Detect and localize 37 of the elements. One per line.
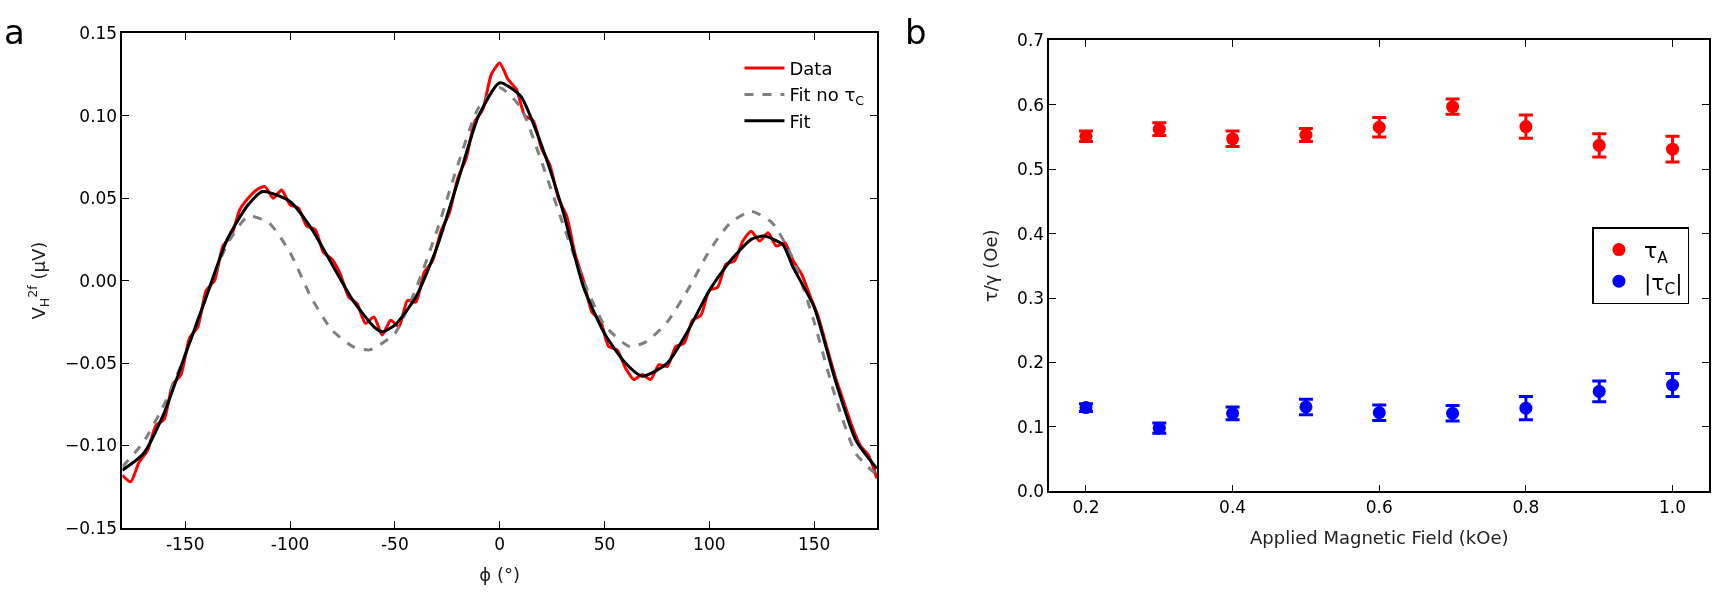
y-tick-label: −0.05 <box>65 353 118 374</box>
legend-label: Data <box>789 58 833 80</box>
x-tick-label: 150 <box>797 534 831 555</box>
y-tick-label: 0.7 <box>1017 30 1045 51</box>
legend-label: Fit <box>789 110 811 132</box>
x-tick-label: 0.6 <box>1365 497 1393 518</box>
y-axis-title: τ/γ (Oe) <box>979 229 1001 303</box>
y-tick-label: 0.05 <box>79 188 118 209</box>
x-tick-label: -50 <box>380 534 409 555</box>
x-tick-label: 0.4 <box>1219 497 1247 518</box>
text: b <box>905 12 927 52</box>
x-tick-label: -100 <box>270 534 310 555</box>
x-tick-label: 0.2 <box>1072 497 1100 518</box>
x-axis-title: ϕ (°) <box>479 563 520 585</box>
x-tick-label: 0.8 <box>1512 497 1540 518</box>
legend-label: τ$_{A}$ <box>1643 238 1669 267</box>
x-tick-label: 1.0 <box>1659 497 1687 518</box>
y-tick-label: 0.2 <box>1017 352 1045 373</box>
x-tick-label: 50 <box>593 534 616 555</box>
y-tick-label: 0.10 <box>79 105 118 126</box>
y-tick-label: 0.4 <box>1017 223 1045 244</box>
x-tick-label: 0 <box>494 534 506 555</box>
y-tick-label: −0.15 <box>65 517 118 538</box>
y-tick-label: 0.3 <box>1017 287 1045 308</box>
y-tick-label: 0.00 <box>79 270 118 291</box>
x-tick-label: -150 <box>165 534 205 555</box>
y-tick-label: 0.15 <box>79 23 118 44</box>
text: a <box>4 12 25 52</box>
y-tick-label: 0.0 <box>1017 481 1045 502</box>
x-tick-label: 100 <box>693 534 726 555</box>
y-tick-label: 0.5 <box>1017 159 1045 180</box>
legend-label: Fit no τ$_{C}$ <box>789 84 865 109</box>
y-tick-label: 0.6 <box>1017 94 1045 115</box>
legend-label: |τ$_{C}$| <box>1643 269 1683 299</box>
x-axis-title: Applied Magnetic Field (kOe) <box>1250 527 1509 549</box>
y-tick-label: −0.10 <box>65 435 118 456</box>
y-tick-label: 0.1 <box>1017 416 1045 437</box>
